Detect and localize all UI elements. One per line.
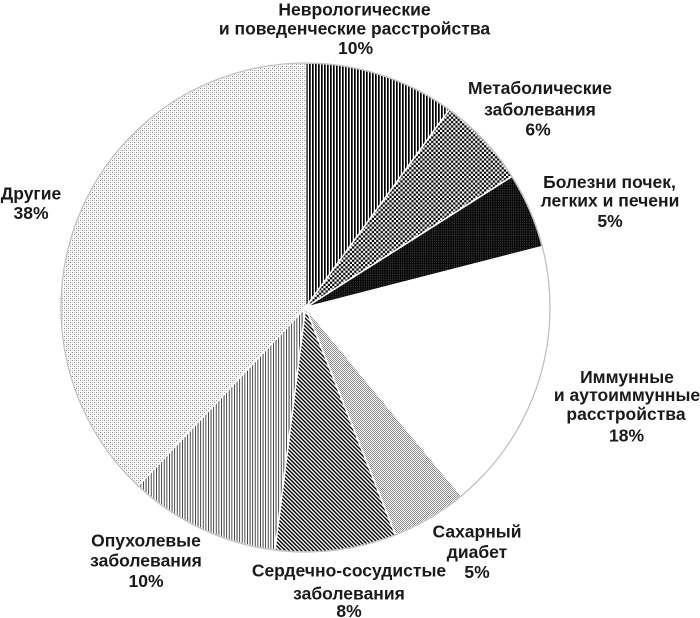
svg-text:10%: 10% — [338, 38, 373, 58]
svg-text:Сахарный: Сахарный — [432, 522, 521, 542]
svg-text:и поведенческие расстройства: и поведенческие расстройства — [219, 19, 490, 39]
svg-text:Опухолевые: Опухолевые — [91, 531, 201, 551]
svg-text:Метаболические: Метаболические — [468, 78, 612, 98]
svg-text:заболевания: заболевания — [90, 551, 202, 571]
svg-text:Сердечно-сосудистые: Сердечно-сосудистые — [252, 561, 447, 581]
svg-text:Болезни почек,: Болезни почек, — [543, 172, 676, 192]
svg-text:Иммунные: Иммунные — [580, 367, 674, 387]
svg-text:легких и печени: легких и печени — [541, 190, 680, 210]
svg-text:10%: 10% — [128, 571, 163, 591]
svg-text:заболевания: заболевания — [484, 99, 596, 119]
svg-text:и аутоиммунные: и аутоиммунные — [554, 385, 700, 405]
svg-text:6%: 6% — [525, 120, 551, 140]
svg-text:расстройства: расстройства — [566, 404, 685, 424]
svg-text:18%: 18% — [609, 426, 644, 446]
svg-text:Другие: Другие — [1, 184, 62, 204]
svg-text:38%: 38% — [13, 203, 48, 223]
svg-text:5%: 5% — [464, 562, 490, 582]
svg-text:диабет: диабет — [447, 542, 508, 562]
svg-text:Неврологические: Неврологические — [278, 0, 431, 19]
svg-text:8%: 8% — [336, 601, 362, 618]
svg-text:заболевания: заболевания — [293, 583, 405, 603]
svg-text:5%: 5% — [597, 211, 623, 231]
